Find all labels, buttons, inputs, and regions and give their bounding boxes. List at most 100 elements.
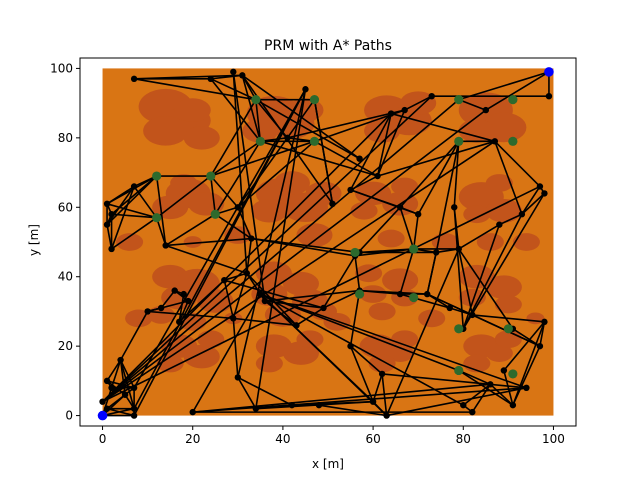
roadmap-node <box>487 381 494 388</box>
roadmap-edge <box>349 290 361 347</box>
path-node <box>210 209 220 219</box>
roadmap-edge <box>462 224 501 330</box>
roadmap-edge <box>178 300 189 323</box>
obstacle <box>350 201 378 220</box>
roadmap-node <box>500 367 508 374</box>
roadmap-edge <box>349 345 374 402</box>
chart-title: PRM with A* Paths <box>264 38 392 54</box>
roadmap-node <box>446 304 453 312</box>
roadmap-node <box>108 211 115 218</box>
roadmap-edge <box>237 376 257 410</box>
roadmap-edge <box>412 214 419 250</box>
start-point <box>97 410 108 421</box>
roadmap-node <box>518 211 526 218</box>
roadmap-edge <box>399 293 450 309</box>
obstacle <box>355 181 392 206</box>
roadmap-node <box>239 72 246 79</box>
roadmap-edge <box>354 255 361 291</box>
y-tick-label: 80 <box>58 131 73 145</box>
path-node <box>354 289 365 299</box>
obstacle <box>485 198 522 223</box>
roadmap-edge <box>472 314 545 323</box>
obstacle <box>463 205 491 224</box>
roadmap-node <box>401 106 408 114</box>
roadmap-node <box>162 242 169 249</box>
roadmap-edge <box>210 175 239 208</box>
roadmap-edge <box>224 279 324 309</box>
roadmap-node <box>482 106 490 114</box>
roadmap-edge <box>399 248 415 295</box>
path-node <box>350 247 360 258</box>
roadmap-edge <box>503 321 546 371</box>
roadmap-edge <box>350 345 383 375</box>
obstacle <box>183 126 220 150</box>
roadmap-edge <box>458 98 487 111</box>
roadmap-edge <box>314 140 378 177</box>
roadmap-edge <box>287 109 405 139</box>
roadmap-edge <box>102 140 496 403</box>
obstacle <box>386 344 414 362</box>
roadmap-edge <box>101 112 392 403</box>
roadmap-node <box>541 190 548 197</box>
roadmap-node <box>103 405 111 412</box>
roadmap-edge <box>494 141 523 215</box>
x-tick-label: 80 <box>456 432 471 446</box>
y-tick-label: 100 <box>50 61 73 75</box>
roadmap-edge <box>110 186 135 250</box>
obstacle <box>355 264 383 283</box>
roadmap-edge <box>512 328 541 347</box>
roadmap-edge <box>399 207 415 250</box>
path-node <box>503 324 513 334</box>
roadmap-edge <box>160 290 176 309</box>
roadmap-node <box>108 384 115 392</box>
obstacle <box>485 174 513 192</box>
roadmap-node <box>144 308 151 315</box>
roadmap-edge <box>458 223 500 250</box>
roadmap-edge <box>237 376 293 406</box>
roadmap-node <box>396 204 404 211</box>
roadmap-edge <box>453 141 460 208</box>
obstacle <box>242 119 279 143</box>
roadmap-edge <box>156 175 212 219</box>
roadmap-edge <box>462 213 523 330</box>
roadmap-node <box>383 412 390 419</box>
roadmap-edge <box>255 99 262 142</box>
roadmap-node <box>396 290 404 298</box>
roadmap-node <box>130 183 138 190</box>
roadmap-edge <box>147 310 234 320</box>
roadmap-edge <box>399 140 460 208</box>
roadmap-edge <box>106 359 122 382</box>
obstacle <box>377 229 405 248</box>
obstacle <box>368 302 396 321</box>
roadmap-edge <box>178 279 225 323</box>
roadmap-edge <box>359 289 428 295</box>
roadmap-node <box>374 172 381 180</box>
roadmap-node <box>180 290 187 298</box>
roadmap-node <box>157 304 165 312</box>
roadmap-edge <box>106 394 126 410</box>
roadmap-node <box>545 92 553 100</box>
obstacle <box>273 171 310 195</box>
obstacle <box>197 330 225 349</box>
axes-frame <box>79 57 577 427</box>
obstacle <box>382 268 419 292</box>
roadmap-node <box>243 270 251 277</box>
obstacle <box>494 295 522 314</box>
roadmap-edge <box>499 213 523 226</box>
roadmap-edge <box>237 89 307 378</box>
roadmap-node <box>424 290 431 298</box>
roadmap-edge <box>133 185 158 219</box>
roadmap-node <box>207 75 214 83</box>
roadmap-node <box>103 221 111 228</box>
obstacle <box>143 116 189 146</box>
roadmap-node <box>414 211 422 218</box>
roadmap-edge <box>102 95 433 403</box>
roadmap-edge <box>323 289 360 309</box>
roadmap-node <box>117 356 124 364</box>
roadmap-edge <box>224 272 248 281</box>
obstacle <box>418 309 446 328</box>
y-tick-label: 0 <box>65 409 73 423</box>
roadmap-node <box>234 374 242 381</box>
roadmap-edge <box>260 293 527 389</box>
